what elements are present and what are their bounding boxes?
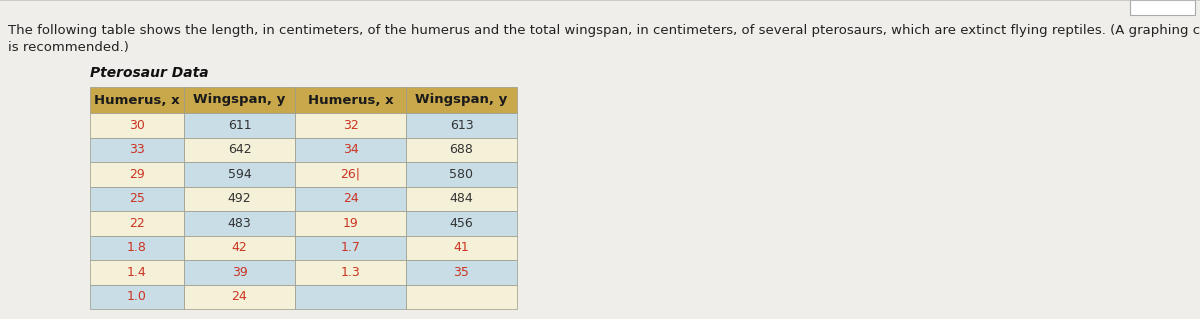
- Text: 19: 19: [343, 217, 359, 230]
- Bar: [406, 187, 517, 211]
- Bar: [90, 285, 184, 309]
- Bar: [184, 113, 295, 137]
- Text: Humerus, x: Humerus, x: [307, 93, 394, 107]
- Text: 484: 484: [450, 192, 473, 205]
- Bar: [184, 87, 295, 113]
- Text: Pterosaur Data: Pterosaur Data: [90, 66, 209, 80]
- Bar: [90, 235, 184, 260]
- Bar: [90, 211, 184, 235]
- Text: 41: 41: [454, 241, 469, 254]
- Text: 1.4: 1.4: [127, 266, 146, 279]
- Text: 39: 39: [232, 266, 247, 279]
- Bar: [406, 260, 517, 285]
- Text: 24: 24: [343, 192, 359, 205]
- Bar: [295, 285, 406, 309]
- Text: 24: 24: [232, 290, 247, 303]
- Text: 26|: 26|: [341, 168, 360, 181]
- Bar: [295, 187, 406, 211]
- Text: 642: 642: [228, 143, 251, 156]
- Text: 594: 594: [228, 168, 251, 181]
- Text: 35: 35: [454, 266, 469, 279]
- Text: 25: 25: [130, 192, 145, 205]
- Bar: [184, 137, 295, 162]
- Bar: [90, 187, 184, 211]
- Bar: [295, 87, 406, 113]
- Text: 1.8: 1.8: [127, 241, 146, 254]
- Bar: [406, 87, 517, 113]
- Bar: [295, 235, 406, 260]
- Text: 1.0: 1.0: [127, 290, 146, 303]
- Bar: [406, 137, 517, 162]
- Text: is recommended.): is recommended.): [8, 41, 128, 54]
- Bar: [406, 211, 517, 235]
- Text: 42: 42: [232, 241, 247, 254]
- Text: 613: 613: [450, 119, 473, 132]
- Text: 492: 492: [228, 192, 251, 205]
- Text: 688: 688: [450, 143, 474, 156]
- Text: 1.7: 1.7: [341, 241, 360, 254]
- Bar: [184, 162, 295, 187]
- Text: Wingspan, y: Wingspan, y: [193, 93, 286, 107]
- Text: 22: 22: [130, 217, 145, 230]
- Text: Humerus, x: Humerus, x: [94, 93, 180, 107]
- Text: 611: 611: [228, 119, 251, 132]
- Text: 29: 29: [130, 168, 145, 181]
- Text: 483: 483: [228, 217, 251, 230]
- Bar: [406, 285, 517, 309]
- Text: 33: 33: [130, 143, 145, 156]
- Bar: [406, 235, 517, 260]
- Text: 1.3: 1.3: [341, 266, 360, 279]
- Bar: [184, 285, 295, 309]
- Bar: [295, 211, 406, 235]
- Bar: [295, 162, 406, 187]
- Bar: [295, 260, 406, 285]
- Text: 32: 32: [343, 119, 359, 132]
- Bar: [406, 113, 517, 137]
- Bar: [184, 260, 295, 285]
- Text: Wingspan, y: Wingspan, y: [415, 93, 508, 107]
- Text: The following table shows the length, in centimeters, of the humerus and the tot: The following table shows the length, in…: [8, 24, 1200, 37]
- Text: 30: 30: [130, 119, 145, 132]
- Bar: [184, 235, 295, 260]
- Bar: [1130, 0, 1195, 15]
- Text: 34: 34: [343, 143, 359, 156]
- Text: 456: 456: [450, 217, 473, 230]
- Bar: [295, 113, 406, 137]
- Bar: [90, 162, 184, 187]
- Bar: [295, 137, 406, 162]
- Bar: [90, 87, 184, 113]
- Bar: [184, 211, 295, 235]
- Bar: [406, 162, 517, 187]
- Bar: [90, 260, 184, 285]
- Bar: [184, 187, 295, 211]
- Bar: [90, 137, 184, 162]
- Text: 580: 580: [450, 168, 474, 181]
- Bar: [90, 113, 184, 137]
